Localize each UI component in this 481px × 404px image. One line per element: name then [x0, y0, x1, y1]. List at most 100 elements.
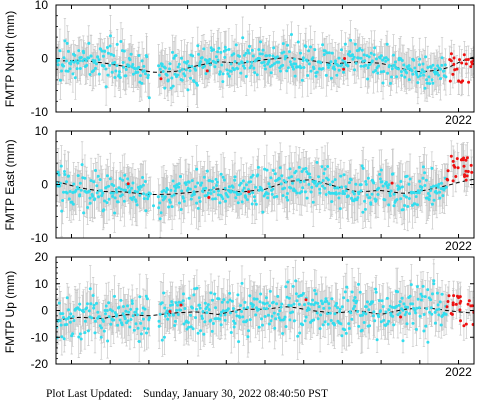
data-point	[258, 57, 262, 60]
data-point	[56, 63, 60, 67]
data-point	[233, 60, 237, 63]
data-point	[118, 177, 122, 181]
data-point	[315, 311, 319, 315]
data-point	[435, 308, 439, 312]
data-point	[321, 43, 325, 47]
data-point	[104, 186, 108, 189]
data-point	[380, 299, 384, 303]
data-point	[334, 304, 337, 308]
recent-data-point	[465, 156, 469, 160]
data-point	[116, 323, 120, 327]
data-point	[359, 183, 363, 187]
data-point	[353, 42, 357, 46]
data-point	[181, 67, 184, 71]
data-point	[332, 65, 336, 69]
data-point	[379, 54, 383, 58]
data-point	[334, 59, 337, 63]
data-point	[140, 311, 144, 315]
data-point	[227, 74, 231, 78]
data-point	[352, 299, 356, 302]
data-point	[66, 49, 70, 53]
data-point	[84, 58, 88, 62]
data-point	[146, 327, 150, 331]
data-point	[267, 313, 270, 317]
data-point	[223, 55, 227, 59]
data-point	[264, 296, 268, 300]
data-point	[296, 334, 300, 338]
up-axis-label: FMTP Up (mm)	[3, 271, 17, 353]
data-point	[342, 173, 346, 177]
data-point	[265, 54, 269, 58]
data-point	[360, 328, 364, 332]
data-point	[268, 185, 272, 189]
data-point	[75, 67, 79, 71]
data-point	[274, 317, 278, 321]
y-tick-label: -10	[31, 231, 49, 245]
recent-data-point	[464, 322, 468, 326]
data-point	[181, 196, 185, 200]
data-point	[86, 329, 90, 333]
data-point	[74, 59, 78, 63]
data-point	[372, 53, 376, 57]
data-point	[100, 194, 104, 198]
data-point	[385, 42, 389, 46]
data-point	[144, 294, 148, 298]
data-point	[97, 195, 100, 199]
data-point	[86, 206, 90, 209]
data-point	[160, 62, 164, 66]
data-point	[337, 196, 341, 200]
data-point	[353, 68, 356, 72]
data-point	[224, 48, 228, 52]
data-point	[245, 319, 249, 323]
data-point	[284, 285, 288, 289]
data-point	[261, 210, 265, 214]
data-point	[190, 306, 194, 310]
data-point	[251, 303, 255, 307]
data-point	[179, 208, 183, 211]
data-point	[321, 67, 325, 70]
data-point	[244, 75, 248, 78]
data-point	[372, 70, 375, 74]
data-point	[202, 175, 206, 179]
data-point	[338, 307, 342, 311]
data-point	[254, 202, 258, 206]
data-point	[267, 59, 271, 62]
data-point	[90, 316, 94, 320]
data-point	[425, 78, 429, 82]
data-point	[343, 328, 347, 332]
data-point	[384, 56, 388, 60]
data-point	[216, 58, 220, 62]
data-point	[275, 55, 279, 59]
data-point	[316, 301, 320, 305]
data-point	[142, 69, 146, 73]
data-point	[251, 54, 255, 58]
data-point	[87, 309, 91, 313]
data-point	[269, 319, 273, 323]
data-point	[88, 287, 92, 291]
data-point	[294, 292, 298, 296]
data-point	[115, 42, 119, 46]
data-point	[381, 81, 385, 85]
data-point	[436, 64, 440, 68]
data-point	[196, 331, 200, 335]
data-point	[91, 194, 95, 198]
data-point	[270, 63, 274, 67]
data-point	[223, 313, 227, 317]
data-point	[257, 325, 261, 329]
data-point	[352, 55, 356, 59]
data-point	[105, 46, 109, 49]
data-point	[73, 76, 77, 80]
recent-data-point	[179, 303, 183, 307]
data-point	[265, 307, 269, 311]
data-point	[401, 308, 405, 312]
data-point	[303, 319, 307, 323]
plot-area	[56, 14, 474, 112]
data-point	[133, 189, 137, 193]
data-point	[444, 185, 448, 189]
data-point	[304, 315, 308, 319]
y-tick-label: 0	[41, 178, 48, 192]
data-point	[263, 167, 267, 171]
data-point	[413, 202, 417, 206]
data-point	[438, 196, 442, 200]
data-point	[411, 302, 415, 306]
